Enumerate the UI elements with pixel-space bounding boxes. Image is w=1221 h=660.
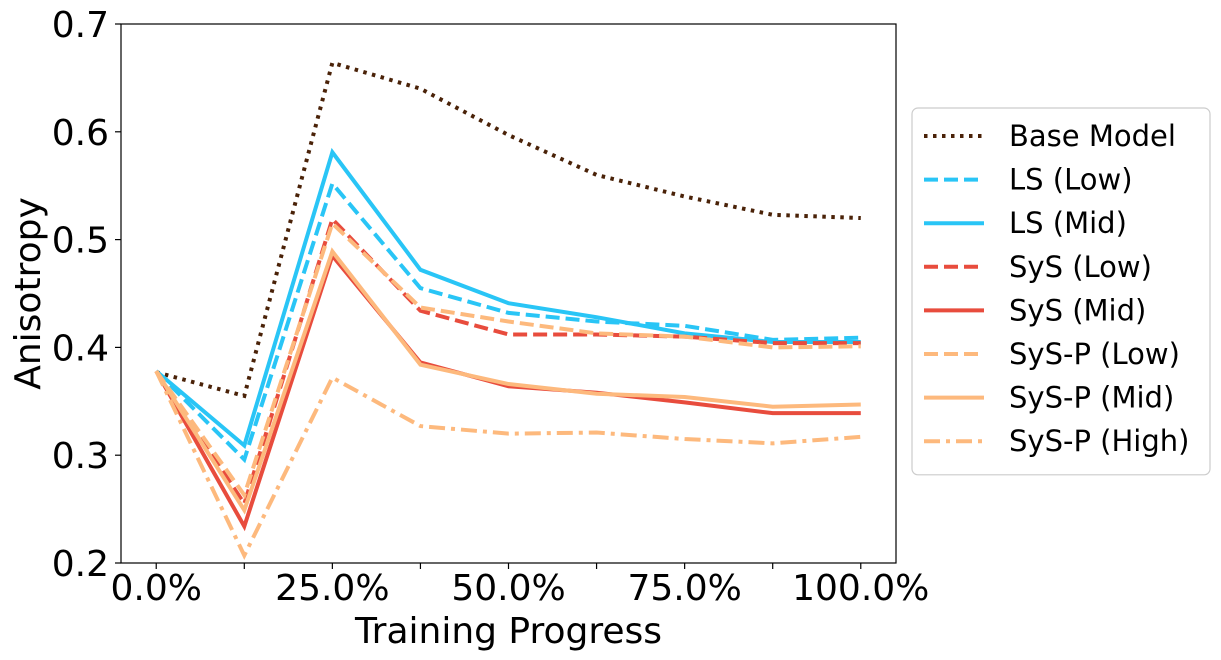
series-line-sys-p-mid bbox=[154, 247, 861, 515]
legend-label-sys-p-mid: SyS-P (Mid) bbox=[1009, 381, 1174, 415]
x-axis-label: Training Progress bbox=[354, 611, 662, 652]
y-axis-label: Anisotropy bbox=[8, 197, 49, 390]
y-tick-label: 0.6 bbox=[52, 113, 109, 154]
legend-box bbox=[911, 107, 1211, 476]
x-tick-label: 75.0% bbox=[627, 568, 741, 609]
legend: Base Model LS (Low) LS (Mid) SyS (Low) SyS (… bbox=[911, 107, 1211, 476]
legend-label-base-model: Base Model bbox=[1009, 119, 1176, 153]
series-line-ls-low bbox=[154, 179, 861, 464]
plot-area bbox=[154, 60, 861, 561]
y-tick-label: 0.4 bbox=[52, 328, 109, 369]
legend-label-sys-mid: SyS (Mid) bbox=[1009, 293, 1146, 327]
plot-frame bbox=[120, 23, 897, 564]
legend-label-sys-p-low: SyS-P (Low) bbox=[1009, 337, 1180, 371]
legend-label-ls-mid: LS (Mid) bbox=[1009, 206, 1127, 240]
x-tick-label: 50.0% bbox=[451, 568, 565, 609]
y-tick-label: 0.5 bbox=[52, 221, 109, 262]
legend-label-sys-low: SyS (Low) bbox=[1009, 250, 1152, 284]
legend-label-sys-p-high: SyS-P (High) bbox=[1009, 424, 1189, 458]
series-line-base-model bbox=[155, 60, 861, 399]
x-tick-label: 100.0% bbox=[792, 568, 929, 609]
x-axis: 0.0% 25.0% 50.0% 75.0% 100.0% bbox=[110, 563, 929, 609]
x-tick-label: 0.0% bbox=[110, 568, 201, 609]
series-line-sys-p-low bbox=[154, 219, 861, 500]
x-tick-label: 25.0% bbox=[275, 568, 389, 609]
series-line-sys-p-high bbox=[154, 370, 861, 561]
legend-label-ls-low: LS (Low) bbox=[1009, 163, 1133, 197]
series-line-sys-mid bbox=[154, 251, 861, 532]
y-axis: 0.2 0.3 0.4 0.5 0.6 0.7 bbox=[52, 5, 121, 585]
y-tick-label: 0.3 bbox=[52, 436, 109, 477]
y-tick-label: 0.2 bbox=[52, 544, 109, 585]
series-line-sys-low bbox=[154, 215, 861, 509]
y-tick-label: 0.7 bbox=[52, 5, 109, 46]
